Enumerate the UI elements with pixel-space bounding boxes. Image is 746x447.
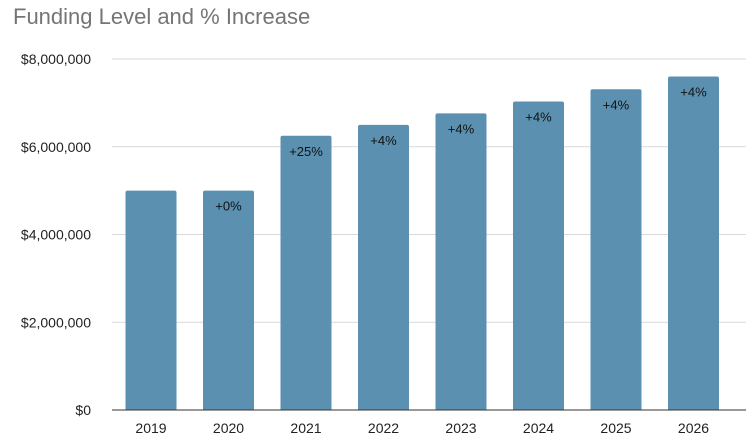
data-label-2021: +25% — [289, 144, 323, 159]
y-tick-label: $6,000,000 — [21, 139, 91, 155]
x-tick-label: 2020 — [213, 420, 244, 436]
bar-2023 — [435, 113, 487, 410]
x-tick-label: 2023 — [445, 420, 476, 436]
bar-2021 — [280, 135, 332, 410]
data-label-2023: +4% — [448, 121, 475, 136]
data-labels: +0% +25% +4% +4% +4% +4% +4% — [215, 85, 707, 214]
bars — [125, 76, 719, 411]
bar-2026 — [668, 76, 719, 411]
y-axis-ticks: $0 $2,000,000 $4,000,000 $6,000,000 $8,000,0… — [21, 51, 91, 418]
bar-2022 — [358, 124, 409, 410]
x-tick-label: 2026 — [678, 420, 709, 436]
x-tick-label: 2025 — [600, 420, 631, 436]
x-axis-ticks: 2019 2020 2021 2022 2023 2024 2025 2026 — [135, 420, 709, 436]
data-label-2024: +4% — [525, 110, 552, 125]
bar-2019 — [125, 190, 177, 410]
x-tick-label: 2019 — [135, 420, 166, 436]
bar-2024 — [513, 101, 564, 410]
x-tick-label: 2022 — [368, 420, 399, 436]
y-tick-label: $4,000,000 — [21, 227, 91, 243]
bar-2025 — [590, 89, 642, 411]
x-tick-label: 2021 — [290, 420, 321, 436]
x-tick-label: 2024 — [523, 420, 554, 436]
chart-title: Funding Level and % Increase — [13, 4, 311, 29]
data-label-2020: +0% — [215, 199, 242, 214]
bar-2020 — [203, 190, 254, 410]
y-tick-label: $8,000,000 — [21, 51, 91, 67]
data-label-2025: +4% — [603, 97, 630, 112]
y-tick-label: $2,000,000 — [21, 314, 91, 330]
data-label-2026: +4% — [680, 85, 707, 100]
data-label-2022: +4% — [370, 133, 397, 148]
y-tick-label: $0 — [75, 402, 91, 418]
